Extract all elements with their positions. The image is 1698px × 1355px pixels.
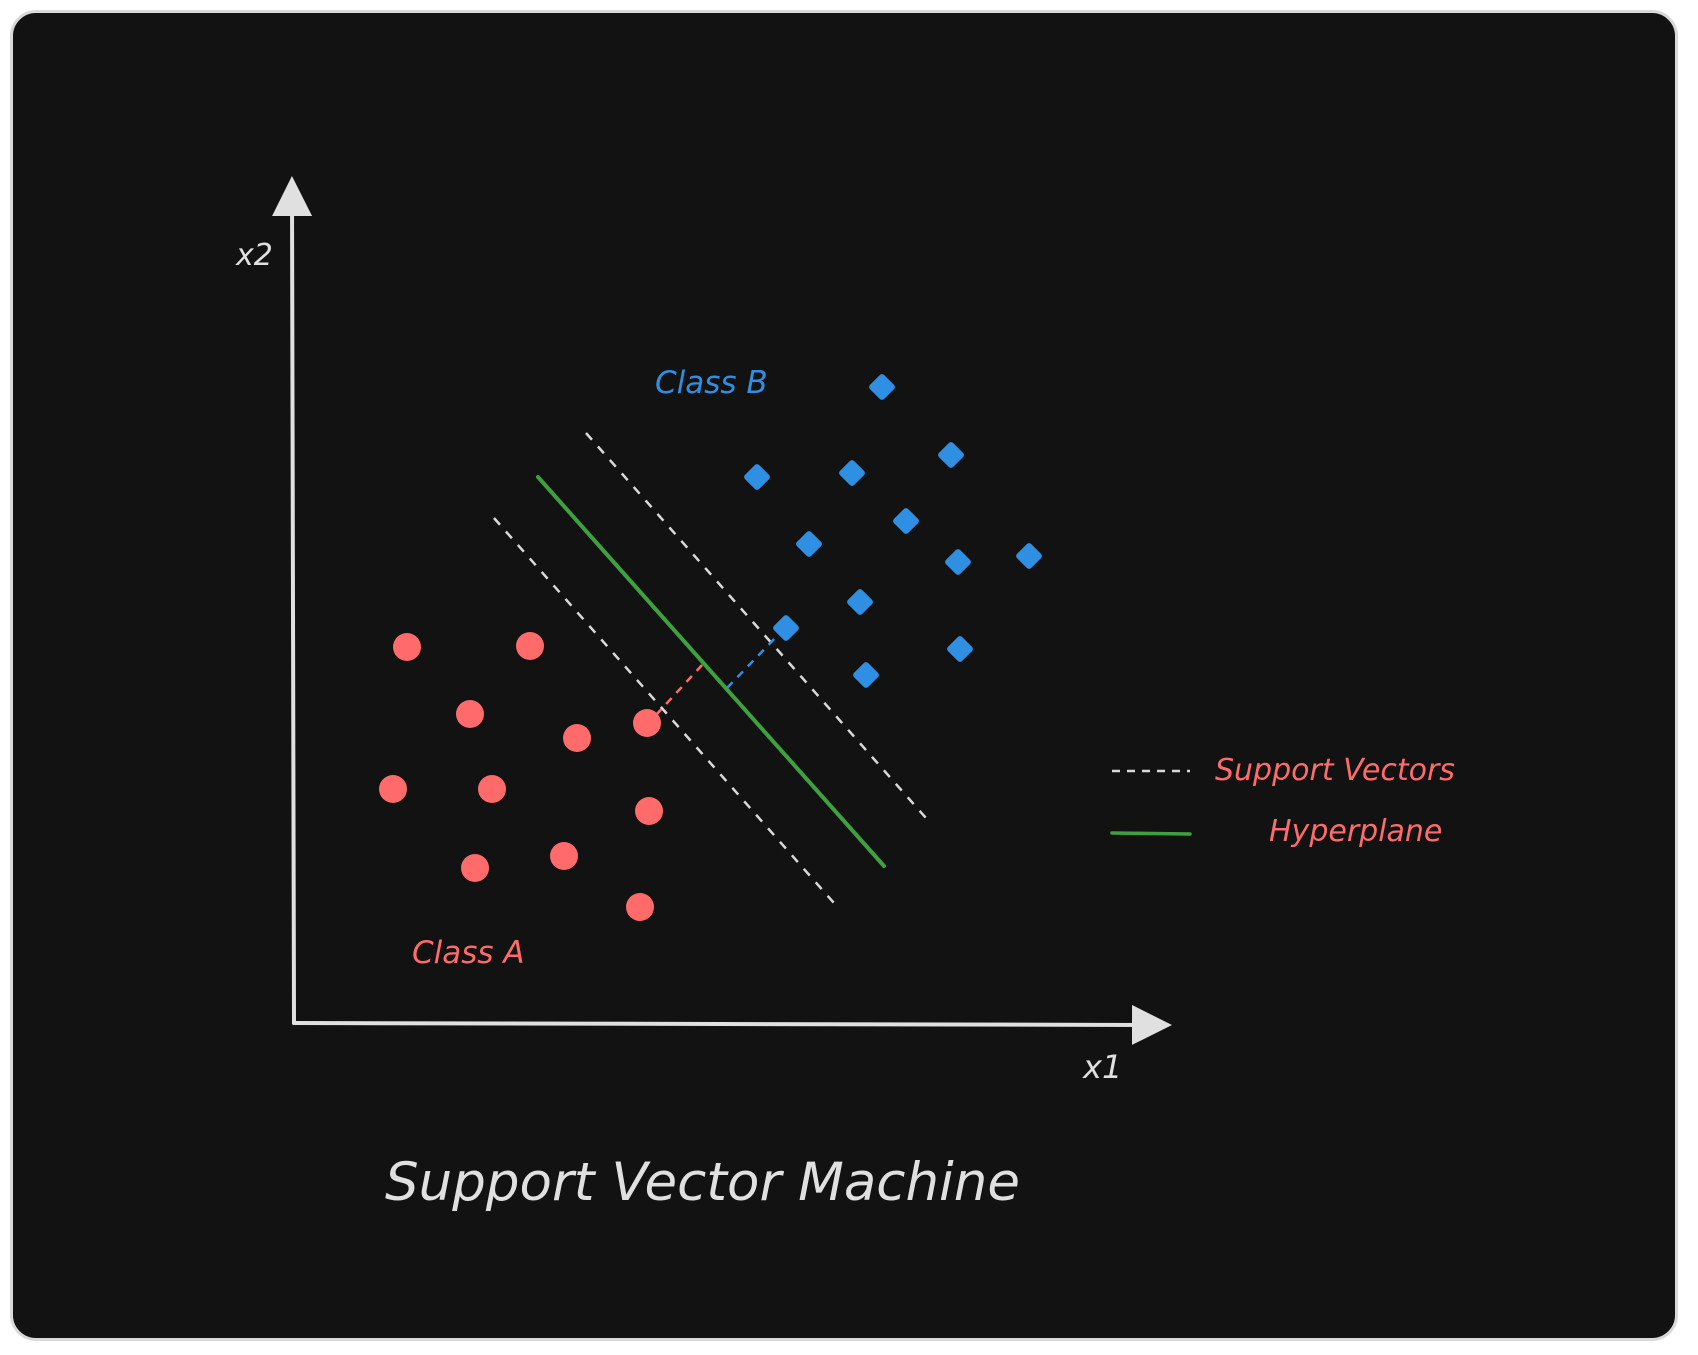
legend-hyperplane-swatch xyxy=(1110,831,1192,836)
legend-support-vectors-label: Support Vectors xyxy=(1215,753,1455,788)
y-axis-label: x2 xyxy=(235,238,273,273)
class-b-point xyxy=(893,508,919,534)
y-axis xyxy=(272,176,313,1025)
class-b-point xyxy=(847,589,873,615)
class-a-point xyxy=(478,775,506,803)
class-a-point xyxy=(461,854,489,882)
class-b-point xyxy=(1016,543,1042,569)
class-b-point xyxy=(947,636,973,662)
class-a-point xyxy=(456,700,484,728)
class-b-points xyxy=(744,374,1042,688)
diagram-frame xyxy=(10,10,1678,1341)
class-b-label: Class B xyxy=(655,365,768,401)
class-a-point xyxy=(626,893,654,921)
class-b-point xyxy=(839,460,865,486)
class-a-points xyxy=(379,632,663,921)
hyperplane-line xyxy=(536,475,886,868)
legend-hyperplane-label: Hyperplane xyxy=(1269,814,1442,849)
class-b-point xyxy=(773,615,799,641)
x-axis xyxy=(292,1004,1172,1045)
class-a-point xyxy=(633,709,661,737)
diagram-title: Support Vector Machine xyxy=(385,1152,1020,1213)
class-b-point xyxy=(869,374,895,400)
class-a-point xyxy=(516,632,544,660)
legend: Support Vectors Hyperplane xyxy=(1110,753,1455,849)
support-distance-b xyxy=(726,633,780,689)
class-a-point xyxy=(563,724,591,752)
class-b-point xyxy=(796,531,822,557)
x-axis-label: x1 xyxy=(1082,1048,1122,1086)
class-b-point xyxy=(853,662,879,688)
class-b-point xyxy=(744,464,770,490)
class-a-point xyxy=(635,797,663,825)
class-a-point xyxy=(393,633,421,661)
class-a-label: Class A xyxy=(412,935,525,971)
class-b-point xyxy=(938,442,964,468)
class-b-point xyxy=(945,549,971,575)
support-distance-a xyxy=(655,663,704,716)
class-a-point xyxy=(379,775,407,803)
margin-line-upper xyxy=(585,432,927,819)
margin-line-lower xyxy=(493,517,835,904)
class-a-point xyxy=(550,842,578,870)
